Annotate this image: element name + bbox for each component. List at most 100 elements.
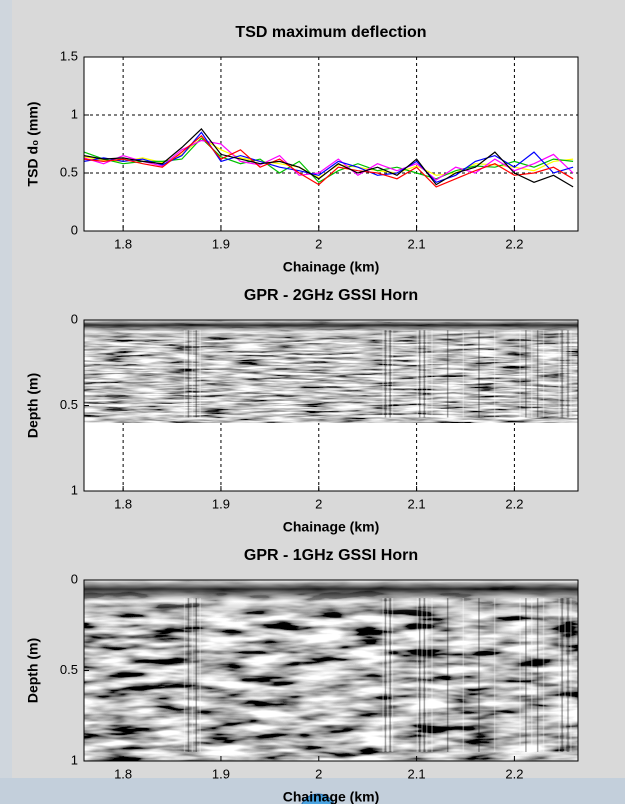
- reflection-stripe: [542, 598, 545, 752]
- x-tick-label: 2.2: [505, 766, 523, 781]
- y-tick-label: 0: [71, 222, 78, 237]
- reflection-stripe: [564, 330, 566, 418]
- surface-reflection: [84, 580, 578, 761]
- reflection-stripe: [558, 330, 560, 418]
- reflection-stripe: [418, 330, 421, 418]
- reflection-stripe: [421, 330, 423, 418]
- reflection-stripe: [519, 330, 521, 418]
- reflection-stripe: [191, 598, 194, 752]
- reflection-stripe: [389, 330, 391, 418]
- reflection-stripe: [425, 598, 428, 752]
- reflection-stripe: [199, 598, 201, 752]
- reflection-stripe: [525, 598, 527, 752]
- x-tick-label: 1.9: [212, 496, 230, 511]
- reflection-stripe: [525, 330, 527, 418]
- x-tick-label: 1.9: [212, 766, 230, 781]
- plot-area: [84, 57, 578, 231]
- reflection-stripe: [195, 330, 198, 418]
- reflection-stripe: [431, 598, 433, 752]
- x-tick-label: 2: [315, 766, 322, 781]
- x-tick-label: 1.9: [212, 236, 230, 251]
- data-line: [83, 131, 574, 183]
- reflection-stripe: [187, 330, 190, 418]
- reflection-stripe: [493, 330, 496, 418]
- reflection-stripe: [478, 598, 480, 752]
- start-button[interactable]: [300, 793, 336, 804]
- reflection-stripe: [391, 598, 394, 752]
- reflection-stripe: [191, 330, 194, 418]
- radargram: [84, 580, 578, 761]
- chart-title: GPR - 2GHz GSSI Horn: [244, 287, 418, 304]
- reflection-stripe: [384, 330, 387, 418]
- reflection-stripe: [531, 330, 533, 418]
- x-axis-label: Chainage (km): [283, 519, 379, 535]
- reflection-stripe: [536, 598, 539, 752]
- x-tick-label: 2: [315, 496, 322, 511]
- reflection-stripe: [493, 598, 496, 752]
- y-tick-label: 0: [71, 571, 78, 586]
- y-tick-label: 0.5: [60, 164, 78, 179]
- reflection-stripe: [183, 598, 186, 752]
- x-tick-label: 1.8: [114, 766, 132, 781]
- reflection-stripe: [425, 330, 428, 418]
- y-axis-label: TSD d₀ (mm): [25, 102, 41, 187]
- reflection-stripe: [387, 598, 389, 752]
- reflection-stripe: [531, 598, 533, 752]
- data-line: [83, 135, 574, 188]
- data-line: [83, 128, 574, 188]
- reflection-stripe: [519, 598, 521, 752]
- y-tick-label: 1: [71, 106, 78, 121]
- reflection-stripe: [462, 330, 465, 418]
- reflection-stripe: [423, 330, 426, 418]
- reflection-stripe: [564, 598, 566, 752]
- reflection-stripe: [446, 330, 449, 418]
- reflection-stripe: [431, 330, 433, 418]
- y-axis-label: Depth (m): [25, 373, 41, 438]
- reflection-stripe: [423, 598, 426, 752]
- reflection-stripe: [416, 330, 419, 418]
- reflection-stripe: [382, 598, 384, 752]
- reflection-stripe: [418, 598, 421, 752]
- reflection-stripe: [416, 598, 419, 752]
- y-tick-label: 1: [71, 752, 78, 767]
- window-edge: [0, 0, 12, 804]
- x-tick-label: 2.2: [505, 236, 523, 251]
- x-axis-label: Chainage (km): [283, 789, 379, 804]
- reflection-stripe: [183, 330, 186, 418]
- reflection-stripe: [567, 330, 569, 418]
- y-tick-label: 1: [71, 482, 78, 497]
- reflection-stripe: [384, 598, 387, 752]
- reflection-stripe: [446, 598, 449, 752]
- y-tick-label: 0: [71, 311, 78, 326]
- x-tick-label: 2.1: [408, 496, 426, 511]
- x-tick-label: 2: [315, 236, 322, 251]
- x-tick-label: 1.8: [114, 496, 132, 511]
- x-tick-label: 2.2: [505, 496, 523, 511]
- chart-title: TSD maximum deflection: [235, 24, 426, 41]
- reflection-stripe: [478, 330, 480, 418]
- reflection-stripe: [421, 598, 423, 752]
- x-tick-label: 2.1: [408, 766, 426, 781]
- reflection-stripe: [570, 598, 572, 752]
- reflection-stripe: [558, 598, 560, 752]
- reflection-stripe: [391, 330, 394, 418]
- reflection-stripe: [570, 330, 572, 418]
- surface-reflection: [84, 320, 578, 423]
- reflection-stripe: [195, 598, 198, 752]
- reflection-stripe: [187, 598, 190, 752]
- radargram: [84, 320, 578, 423]
- reflection-stripe: [199, 330, 201, 418]
- y-axis-label: Depth (m): [25, 638, 41, 703]
- axes-frame: [83, 56, 579, 232]
- reflection-stripe: [561, 598, 563, 752]
- chart-title: GPR - 1GHz GSSI Horn: [244, 547, 418, 564]
- x-axis-label: Chainage (km): [283, 259, 379, 275]
- y-tick-label: 1.5: [60, 48, 78, 63]
- x-tick-label: 2.1: [408, 236, 426, 251]
- reflection-stripe: [561, 330, 563, 418]
- reflection-stripe: [567, 598, 569, 752]
- reflection-stripe: [542, 330, 545, 418]
- y-tick-label: 0.5: [60, 397, 78, 412]
- reflection-stripe: [382, 330, 384, 418]
